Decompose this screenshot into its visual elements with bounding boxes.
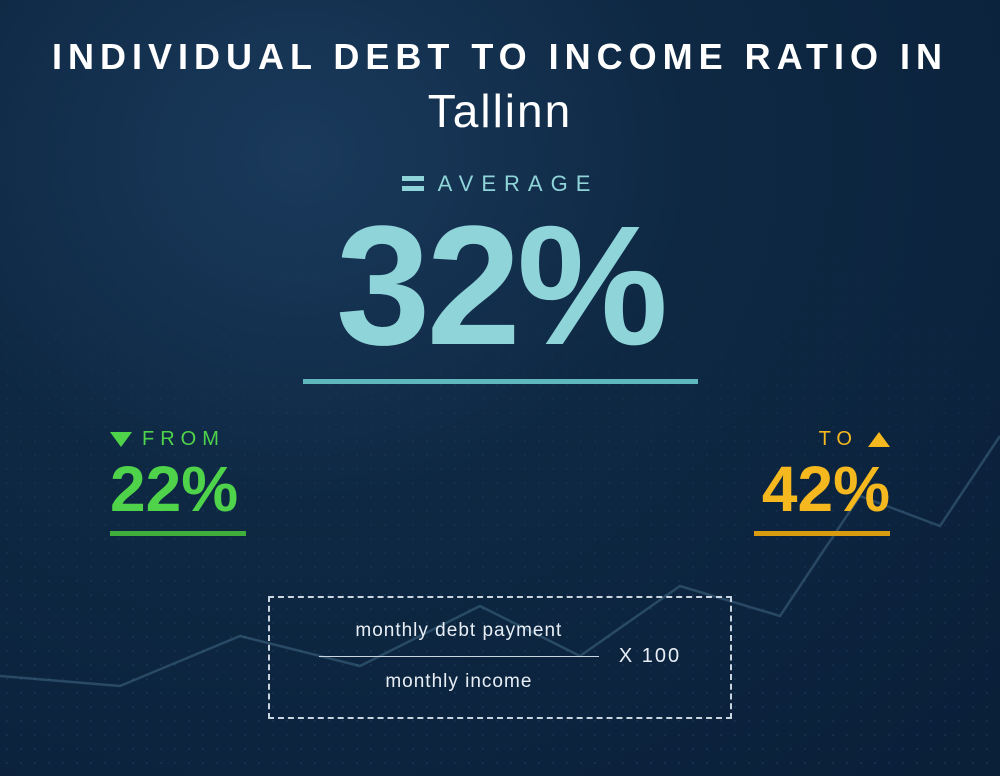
to-underline bbox=[754, 531, 890, 536]
to-value: 42% bbox=[754, 457, 890, 521]
from-label: FROM bbox=[142, 428, 225, 451]
range-row: FROM 22% TO 42% bbox=[110, 428, 890, 536]
triangle-down-icon bbox=[110, 432, 132, 447]
range-from-block: FROM 22% bbox=[110, 428, 246, 536]
formula-fraction: monthly debt payment monthly income bbox=[319, 618, 599, 696]
infographic-content: INDIVIDUAL DEBT TO INCOME RATIO IN Talli… bbox=[0, 0, 1000, 776]
average-block: AVERAGE 32% bbox=[0, 168, 1000, 384]
to-label-row: TO bbox=[754, 428, 890, 451]
from-value: 22% bbox=[110, 457, 246, 521]
average-value: 32% bbox=[0, 201, 1000, 371]
title-location: Tallinn bbox=[0, 84, 1000, 138]
to-label: TO bbox=[819, 428, 858, 451]
from-label-row: FROM bbox=[110, 428, 246, 451]
equals-icon bbox=[402, 176, 424, 191]
triangle-up-icon bbox=[868, 432, 890, 447]
formula-denominator: monthly income bbox=[319, 669, 599, 695]
title-main: INDIVIDUAL DEBT TO INCOME RATIO IN bbox=[0, 36, 1000, 78]
range-to-block: TO 42% bbox=[754, 428, 890, 536]
title-block: INDIVIDUAL DEBT TO INCOME RATIO IN Talli… bbox=[0, 0, 1000, 138]
formula-box: monthly debt payment monthly income X 10… bbox=[268, 596, 732, 720]
formula-fraction-line bbox=[319, 656, 599, 658]
formula-multiplier: X 100 bbox=[619, 645, 681, 668]
from-underline bbox=[110, 531, 246, 536]
formula-numerator: monthly debt payment bbox=[319, 618, 599, 644]
